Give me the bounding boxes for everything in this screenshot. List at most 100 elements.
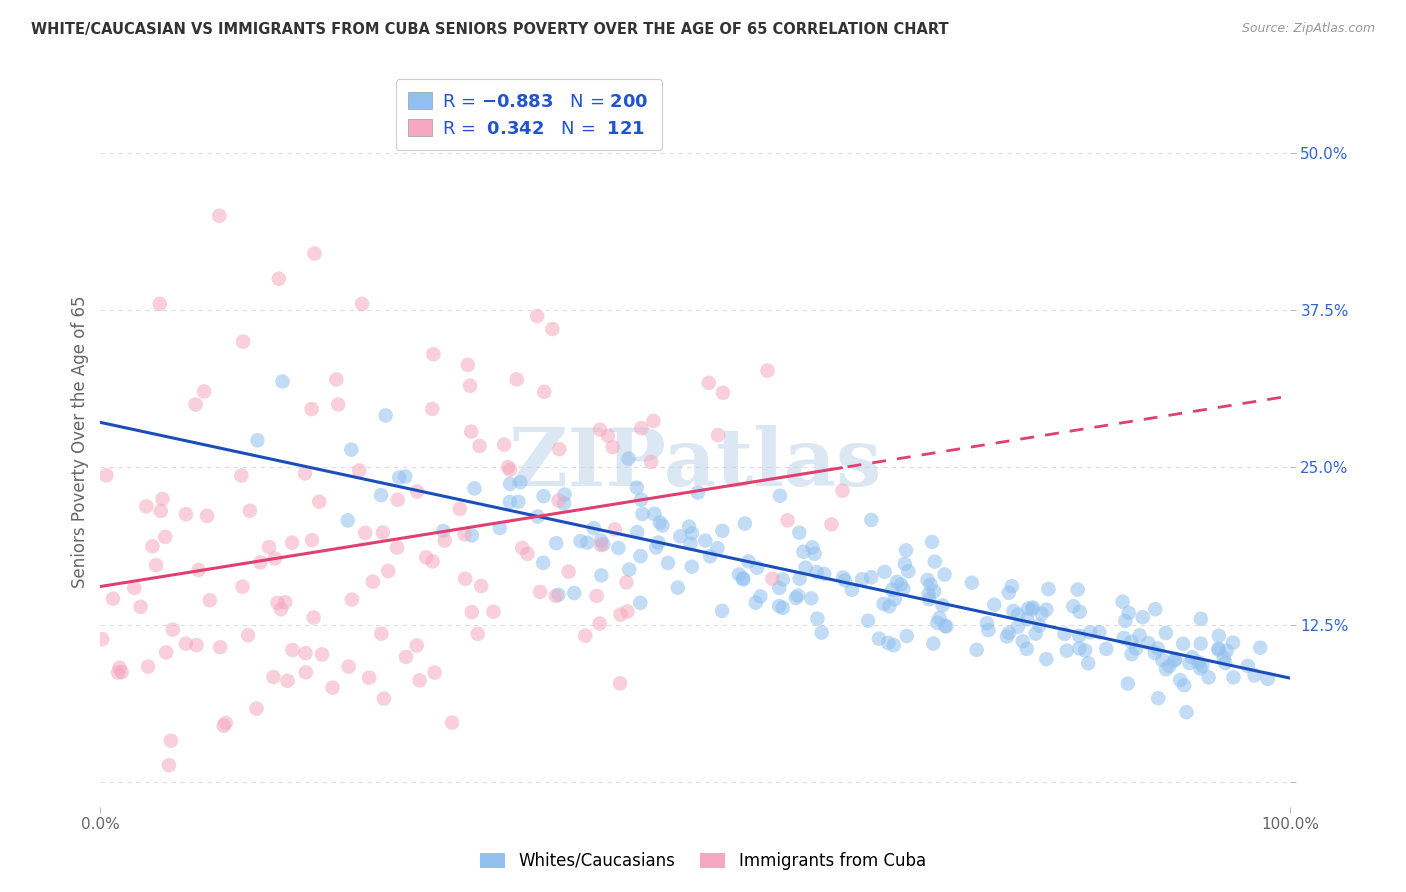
Point <box>630 549 652 563</box>
Point <box>1017 612 1039 626</box>
Point <box>1028 618 1050 632</box>
Point <box>977 623 1000 637</box>
Point <box>711 385 734 400</box>
Point <box>626 524 648 539</box>
Point <box>589 616 612 631</box>
Point <box>340 442 363 457</box>
Point <box>831 483 853 498</box>
Point <box>1187 655 1209 669</box>
Point <box>917 573 939 587</box>
Point <box>264 551 287 566</box>
Point <box>834 574 856 588</box>
Point <box>311 648 333 662</box>
Point <box>1116 676 1139 690</box>
Point <box>174 637 197 651</box>
Point <box>1163 653 1185 667</box>
Point <box>1121 647 1143 661</box>
Point <box>262 670 284 684</box>
Point <box>422 554 444 568</box>
Point <box>281 643 304 657</box>
Point <box>129 599 152 614</box>
Point <box>533 384 555 399</box>
Point <box>1025 626 1047 640</box>
Point <box>322 681 344 695</box>
Point <box>212 719 235 733</box>
Point <box>1154 662 1177 676</box>
Point <box>617 451 640 466</box>
Point <box>592 537 614 551</box>
Point <box>1198 670 1220 684</box>
Point <box>149 504 172 518</box>
Point <box>1022 600 1045 615</box>
Point <box>340 592 363 607</box>
Point <box>647 535 669 549</box>
Point <box>576 535 599 549</box>
Point <box>1222 670 1244 684</box>
Point <box>1066 582 1088 597</box>
Point <box>308 494 330 508</box>
Point <box>609 607 631 622</box>
Point <box>711 604 734 618</box>
Point <box>931 599 953 613</box>
Point <box>681 559 703 574</box>
Point <box>920 577 942 591</box>
Point <box>294 646 316 660</box>
Point <box>546 536 568 550</box>
Point <box>208 209 231 223</box>
Point <box>1215 644 1237 658</box>
Point <box>239 504 262 518</box>
Point <box>810 625 832 640</box>
Point <box>371 525 394 540</box>
Point <box>998 586 1021 600</box>
Point <box>896 629 918 643</box>
Point <box>891 582 914 596</box>
Point <box>768 599 790 613</box>
Point <box>1173 678 1195 692</box>
Point <box>1129 628 1152 642</box>
Point <box>894 543 917 558</box>
Point <box>1143 646 1166 660</box>
Point <box>152 491 174 506</box>
Point <box>433 533 456 548</box>
Point <box>408 673 430 688</box>
Point <box>388 470 411 484</box>
Point <box>643 414 665 428</box>
Point <box>582 521 605 535</box>
Point <box>420 401 443 416</box>
Point <box>557 565 579 579</box>
Point <box>1038 582 1060 596</box>
Y-axis label: Seniors Poverty Over the Age of 65: Seniors Poverty Over the Age of 65 <box>72 296 89 589</box>
Point <box>1095 641 1118 656</box>
Point <box>461 605 484 619</box>
Point <box>772 573 794 587</box>
Point <box>1208 641 1230 656</box>
Point <box>960 575 983 590</box>
Point <box>370 488 392 502</box>
Point <box>609 676 631 690</box>
Point <box>666 581 689 595</box>
Point <box>882 582 904 597</box>
Point <box>1035 652 1057 666</box>
Point <box>271 375 294 389</box>
Point <box>1002 604 1025 618</box>
Point <box>423 665 446 680</box>
Point <box>1125 641 1147 656</box>
Point <box>897 564 920 578</box>
Point <box>370 626 392 640</box>
Point <box>756 364 779 378</box>
Point <box>856 614 879 628</box>
Point <box>281 535 304 549</box>
Point <box>548 442 571 457</box>
Point <box>924 555 946 569</box>
Point <box>295 665 318 680</box>
Point <box>232 334 254 349</box>
Point <box>706 541 728 556</box>
Point <box>1118 606 1140 620</box>
Point <box>91 632 114 647</box>
Point <box>921 535 943 549</box>
Point <box>458 378 481 392</box>
Point <box>209 640 232 655</box>
Point <box>460 425 482 439</box>
Point <box>699 549 721 564</box>
Point <box>734 516 756 531</box>
